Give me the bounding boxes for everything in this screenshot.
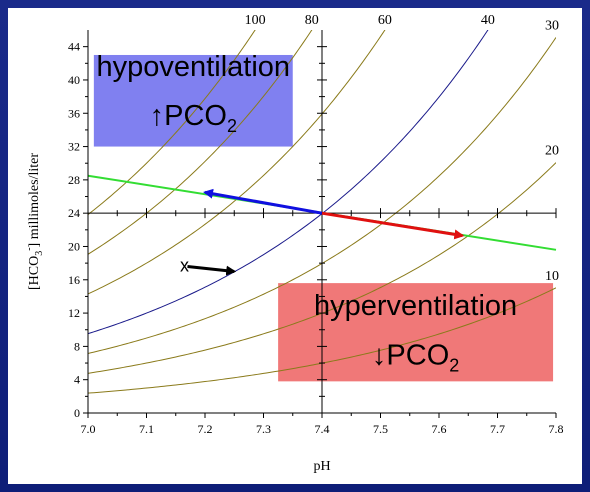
x-tick-label: 7.4 xyxy=(315,422,330,436)
x-tick-label: 7.5 xyxy=(373,422,388,436)
curve-label-40: 40 xyxy=(481,13,495,28)
up-arrow-icon: ↑ xyxy=(150,100,165,132)
patient-marker: x xyxy=(180,256,189,276)
isopleth-100 xyxy=(88,30,256,215)
hyperventilation-box xyxy=(278,283,554,382)
chart-frame: 7.0 7.1 7.2 7.3 7.4 7.5 7.6 7.7 7.8 0 4 8 12 16 20 24 2… xyxy=(8,8,582,484)
pco-subscript: 2 xyxy=(227,116,237,136)
arrows xyxy=(187,188,465,276)
curve-labels: 10 20 30 40 60 80 100 xyxy=(245,13,559,284)
down-arrow-icon: ↓ xyxy=(372,340,387,372)
x-tick-label: 7.6 xyxy=(432,422,447,436)
x-tick-label: 7.3 xyxy=(256,422,271,436)
x-tick-label: 7.0 xyxy=(81,422,96,436)
y-axis-title-pre: [HCO xyxy=(27,256,42,290)
curve-label-80: 80 xyxy=(305,13,319,28)
y-tick-label: 32 xyxy=(68,140,80,154)
x-tick-label: 7.7 xyxy=(490,422,505,436)
pco-text: PCO xyxy=(386,340,449,372)
y-tick-labels: 0 4 8 12 16 20 24 28 32 36 40 44 xyxy=(68,40,327,420)
y-tick-label: 4 xyxy=(74,373,80,387)
y-tick-label: 20 xyxy=(68,239,80,253)
y-tick-label: 36 xyxy=(68,106,80,120)
x-tick-label: 7.8 xyxy=(549,422,564,436)
y-tick-label: 8 xyxy=(74,339,80,353)
x-tick-label: 7.1 xyxy=(139,422,154,436)
chart-svg: 7.0 7.1 7.2 7.3 7.4 7.5 7.6 7.7 7.8 0 4 8 12 16 20 24 2… xyxy=(24,13,564,474)
y-tick-label: 24 xyxy=(68,206,80,220)
y-tick-label: 0 xyxy=(74,406,80,420)
y-axis-title-post: ] millimoles/liter xyxy=(27,153,42,248)
y-axis-title-sub: 3 xyxy=(34,251,45,256)
y-axis-title: [HCO3-] millimoles/liter xyxy=(24,153,45,290)
curve-label-10: 10 xyxy=(545,269,559,284)
hypoventilation-pco2-label: ↑PCO2 xyxy=(150,100,237,136)
compensation-arrow xyxy=(187,264,237,276)
x-tick-labels: 7.0 7.1 7.2 7.3 7.4 7.5 7.6 7.7 7.8 xyxy=(81,208,564,436)
y-tick-label: 16 xyxy=(68,273,80,287)
hyperventilation-label: hyperventilation xyxy=(314,290,517,322)
hypoventilation-arrow xyxy=(203,188,323,215)
pco-subscript: 2 xyxy=(449,356,459,376)
y-tick-label: 12 xyxy=(68,306,80,320)
y-tick-label: 28 xyxy=(68,173,80,187)
y-axis-title-sup: - xyxy=(24,247,35,250)
curve-label-60: 60 xyxy=(378,13,392,28)
curve-label-100: 100 xyxy=(245,13,266,28)
isopleth-80 xyxy=(88,30,313,255)
x-axis-title: pH xyxy=(313,459,330,474)
y-tick-label: 40 xyxy=(68,73,80,87)
x-tick-label: 7.2 xyxy=(198,422,213,436)
curve-label-30: 30 xyxy=(545,18,559,33)
pco-text: PCO xyxy=(164,100,227,132)
curve-label-20: 20 xyxy=(545,144,559,159)
y-tick-label: 44 xyxy=(68,40,80,54)
hyperventilation-arrow xyxy=(321,211,465,240)
hypoventilation-label: hypoventilation xyxy=(97,51,290,83)
hyperventilation-pco2-label: ↓PCO2 xyxy=(372,340,459,376)
